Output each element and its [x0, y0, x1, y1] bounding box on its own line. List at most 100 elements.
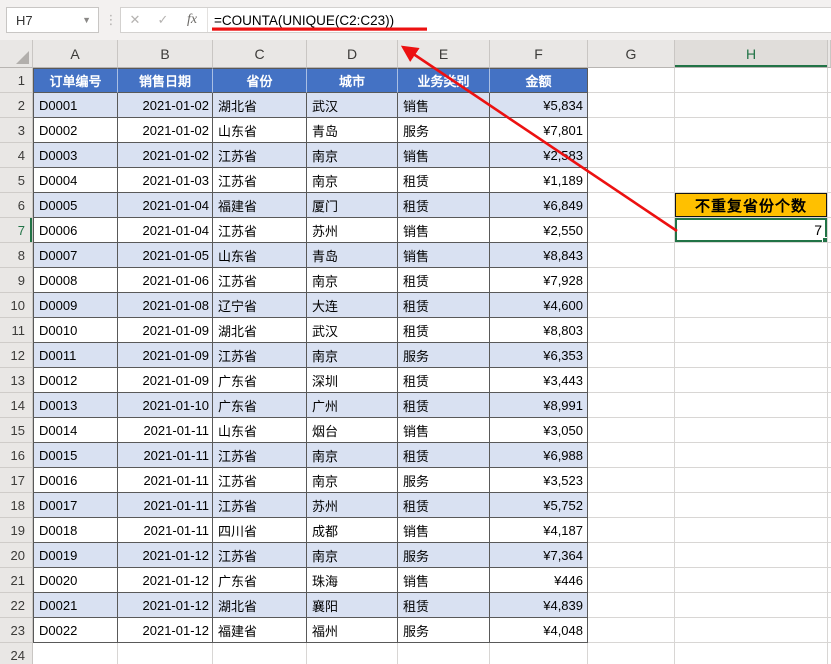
row-header-18[interactable]: 18	[0, 493, 33, 518]
unique-province-label-cell[interactable]: 不重复省份个数	[675, 193, 828, 218]
cell-g17[interactable]	[588, 468, 675, 493]
row-header-5[interactable]: 5	[0, 168, 33, 193]
cell-a19[interactable]: D0018	[33, 518, 118, 543]
cell-f19[interactable]: ¥4,187	[490, 518, 588, 543]
cell-d10[interactable]: 大连	[307, 293, 398, 318]
row-header-17[interactable]: 17	[0, 468, 33, 493]
cell-f16[interactable]: ¥6,988	[490, 443, 588, 468]
row-header-4[interactable]: 4	[0, 143, 33, 168]
cell-h3[interactable]	[675, 118, 828, 143]
cell-f12[interactable]: ¥6,353	[490, 343, 588, 368]
cell-a20[interactable]: D0019	[33, 543, 118, 568]
column-header-a[interactable]: A	[33, 40, 118, 68]
cell-g1[interactable]	[588, 68, 675, 93]
cell-g23[interactable]	[588, 618, 675, 643]
cell-g5[interactable]	[588, 168, 675, 193]
cell-c19[interactable]: 四川省	[213, 518, 307, 543]
cell-a13[interactable]: D0012	[33, 368, 118, 393]
cell-f18[interactable]: ¥5,752	[490, 493, 588, 518]
cell-f4[interactable]: ¥2,583	[490, 143, 588, 168]
cell-a2[interactable]: D0001	[33, 93, 118, 118]
row-header-22[interactable]: 22	[0, 593, 33, 618]
select-all-corner[interactable]	[0, 40, 33, 68]
cell-g4[interactable]	[588, 143, 675, 168]
row-header-2[interactable]: 2	[0, 93, 33, 118]
cell-a11[interactable]: D0010	[33, 318, 118, 343]
cell-h24[interactable]	[675, 643, 828, 664]
cell-a17[interactable]: D0016	[33, 468, 118, 493]
cell-f21[interactable]: ¥446	[490, 568, 588, 593]
cell-a8[interactable]: D0007	[33, 243, 118, 268]
cell-d23[interactable]: 福州	[307, 618, 398, 643]
cell-d2[interactable]: 武汉	[307, 93, 398, 118]
cell-g15[interactable]	[588, 418, 675, 443]
column-header-f[interactable]: F	[490, 40, 588, 68]
cell-e23[interactable]: 服务	[398, 618, 490, 643]
name-box[interactable]: H7 ▼	[6, 7, 99, 33]
cell-e11[interactable]: 租赁	[398, 318, 490, 343]
cell-h2[interactable]	[675, 93, 828, 118]
cell-b12[interactable]: 2021-01-09	[118, 343, 213, 368]
cell-g12[interactable]	[588, 343, 675, 368]
cell-b14[interactable]: 2021-01-10	[118, 393, 213, 418]
cell-c23[interactable]: 福建省	[213, 618, 307, 643]
cell-a22[interactable]: D0021	[33, 593, 118, 618]
row-header-19[interactable]: 19	[0, 518, 33, 543]
cell-b15[interactable]: 2021-01-11	[118, 418, 213, 443]
cell-f15[interactable]: ¥3,050	[490, 418, 588, 443]
formula-input[interactable]: =COUNTA(UNIQUE(C2:C23))	[214, 12, 395, 28]
cell-f24[interactable]	[490, 643, 588, 664]
cell-h4[interactable]	[675, 143, 828, 168]
cell-h16[interactable]	[675, 443, 828, 468]
cell-d6[interactable]: 厦门	[307, 193, 398, 218]
cell-c22[interactable]: 湖北省	[213, 593, 307, 618]
cell-a14[interactable]: D0013	[33, 393, 118, 418]
row-header-24[interactable]: 24	[0, 643, 33, 664]
cell-h12[interactable]	[675, 343, 828, 368]
cell-d21[interactable]: 珠海	[307, 568, 398, 593]
cell-b2[interactable]: 2021-01-02	[118, 93, 213, 118]
cell-e19[interactable]: 销售	[398, 518, 490, 543]
column-header-g[interactable]: G	[588, 40, 675, 68]
cell-h11[interactable]	[675, 318, 828, 343]
cell-f22[interactable]: ¥4,839	[490, 593, 588, 618]
cell-e10[interactable]: 租赁	[398, 293, 490, 318]
cell-d16[interactable]: 南京	[307, 443, 398, 468]
cell-f10[interactable]: ¥4,600	[490, 293, 588, 318]
cell-f3[interactable]: ¥7,801	[490, 118, 588, 143]
cell-b20[interactable]: 2021-01-12	[118, 543, 213, 568]
cell-b11[interactable]: 2021-01-09	[118, 318, 213, 343]
cell-a15[interactable]: D0014	[33, 418, 118, 443]
cell-g19[interactable]	[588, 518, 675, 543]
row-header-23[interactable]: 23	[0, 618, 33, 643]
row-header-9[interactable]: 9	[0, 268, 33, 293]
cell-c15[interactable]: 山东省	[213, 418, 307, 443]
cell-c24[interactable]	[213, 643, 307, 664]
row-header-11[interactable]: 11	[0, 318, 33, 343]
cell-g7[interactable]	[588, 218, 675, 243]
cell-b13[interactable]: 2021-01-09	[118, 368, 213, 393]
cell-a1[interactable]: 订单编号	[33, 68, 118, 93]
cell-h15[interactable]	[675, 418, 828, 443]
cell-e7[interactable]: 销售	[398, 218, 490, 243]
cell-c17[interactable]: 江苏省	[213, 468, 307, 493]
chevron-down-icon[interactable]: ▼	[82, 15, 91, 25]
row-header-15[interactable]: 15	[0, 418, 33, 443]
cell-e4[interactable]: 销售	[398, 143, 490, 168]
cell-h8[interactable]	[675, 243, 828, 268]
row-header-6[interactable]: 6	[0, 193, 33, 218]
cell-c10[interactable]: 辽宁省	[213, 293, 307, 318]
cell-h22[interactable]	[675, 593, 828, 618]
cell-g24[interactable]	[588, 643, 675, 664]
column-header-c[interactable]: C	[213, 40, 307, 68]
column-header-h[interactable]: H	[675, 40, 828, 68]
cell-f7[interactable]: ¥2,550	[490, 218, 588, 243]
cell-g2[interactable]	[588, 93, 675, 118]
cell-d1[interactable]: 城市	[307, 68, 398, 93]
cell-g8[interactable]	[588, 243, 675, 268]
cell-d17[interactable]: 南京	[307, 468, 398, 493]
cell-f1[interactable]: 金额	[490, 68, 588, 93]
column-header-e[interactable]: E	[398, 40, 490, 68]
fill-handle[interactable]	[822, 237, 827, 242]
cell-a21[interactable]: D0020	[33, 568, 118, 593]
